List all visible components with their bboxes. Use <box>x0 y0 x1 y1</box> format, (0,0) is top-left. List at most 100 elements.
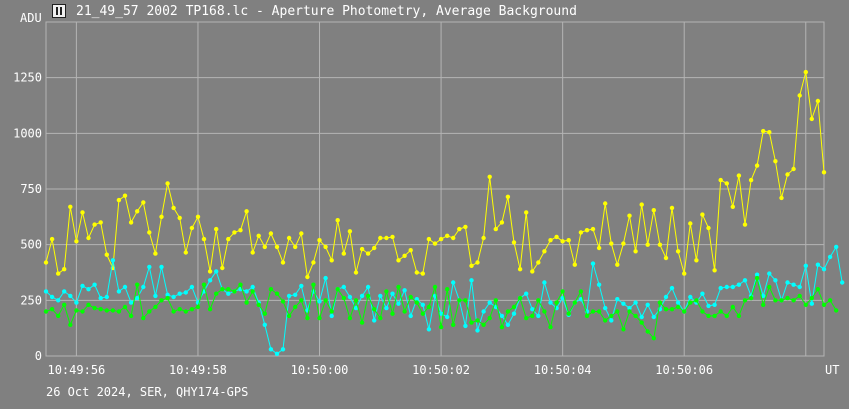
data-point <box>627 213 632 218</box>
data-point <box>730 284 735 290</box>
data-point <box>718 285 723 291</box>
data-point <box>359 293 365 299</box>
data-point <box>584 313 590 319</box>
data-point <box>779 195 784 201</box>
data-point <box>153 304 158 310</box>
data-point <box>56 271 61 276</box>
data-point <box>86 235 91 241</box>
data-point <box>542 249 547 254</box>
data-point <box>268 347 274 352</box>
data-point <box>372 318 377 323</box>
data-point <box>299 231 304 236</box>
data-point <box>451 235 456 241</box>
data-point <box>128 220 134 225</box>
data-point <box>56 313 61 319</box>
data-point <box>195 304 201 310</box>
data-point <box>834 308 839 313</box>
data-point <box>542 280 547 285</box>
data-point <box>353 298 359 303</box>
data-point <box>712 302 717 307</box>
y-axis-label: ADU <box>20 11 42 25</box>
data-point <box>147 309 152 314</box>
data-point <box>92 305 97 311</box>
data-point <box>524 210 529 215</box>
data-point <box>141 284 146 290</box>
data-point <box>779 298 784 303</box>
data-point <box>499 220 505 225</box>
data-point <box>426 236 432 242</box>
data-point <box>432 284 438 290</box>
data-point <box>110 258 116 263</box>
data-point <box>68 293 73 299</box>
data-point <box>86 287 91 292</box>
data-point <box>147 230 152 235</box>
data-point <box>250 284 255 290</box>
data-point <box>548 324 553 330</box>
data-point <box>286 235 292 241</box>
data-point <box>785 280 790 285</box>
data-point <box>359 246 365 252</box>
data-point <box>803 69 808 75</box>
data-point <box>116 309 122 314</box>
data-point <box>256 302 261 307</box>
data-point <box>809 116 814 122</box>
data-point <box>445 314 450 320</box>
data-point <box>274 291 280 296</box>
data-point <box>530 307 535 312</box>
data-point <box>438 311 444 316</box>
data-point <box>621 301 626 306</box>
data-point <box>530 313 535 319</box>
data-point <box>651 208 656 213</box>
data-point <box>748 295 754 301</box>
data-point <box>56 298 61 303</box>
data-point <box>554 300 559 305</box>
data-point <box>420 311 425 316</box>
data-point <box>761 128 766 134</box>
data-point <box>238 228 243 233</box>
series-0 <box>43 69 827 280</box>
data-point <box>122 304 128 310</box>
data-point <box>730 204 735 209</box>
data-point <box>171 309 176 314</box>
y-tick-label: 500 <box>20 238 42 252</box>
data-point <box>524 315 529 321</box>
data-point <box>809 295 814 301</box>
data-point <box>353 305 359 311</box>
data-point <box>797 293 802 299</box>
data-point <box>86 302 91 307</box>
data-point <box>68 322 73 327</box>
data-point <box>353 270 359 275</box>
data-point <box>189 284 195 290</box>
data-point <box>226 236 231 242</box>
data-point <box>365 251 371 256</box>
data-point <box>469 263 474 268</box>
data-point <box>177 307 182 312</box>
data-point <box>402 309 407 314</box>
data-point <box>761 293 766 299</box>
data-point <box>736 313 742 319</box>
data-point <box>505 309 511 314</box>
data-point <box>675 249 681 254</box>
data-point <box>74 239 79 244</box>
data-point <box>487 315 492 321</box>
data-point <box>293 244 298 250</box>
data-point <box>724 284 729 290</box>
data-point <box>68 204 73 209</box>
data-point <box>378 315 383 321</box>
data-point <box>171 294 176 300</box>
data-point <box>365 293 371 299</box>
data-point <box>803 302 808 307</box>
data-point <box>402 253 407 258</box>
data-point <box>226 287 231 292</box>
data-point <box>61 302 67 307</box>
data-point <box>700 212 705 217</box>
data-point <box>104 308 110 313</box>
data-point <box>256 233 261 238</box>
data-point <box>572 262 577 267</box>
data-point <box>165 292 170 297</box>
data-point <box>645 242 650 247</box>
data-point <box>432 241 438 246</box>
app-icon[interactable] <box>52 4 66 18</box>
y-tick-label: 250 <box>20 293 42 307</box>
